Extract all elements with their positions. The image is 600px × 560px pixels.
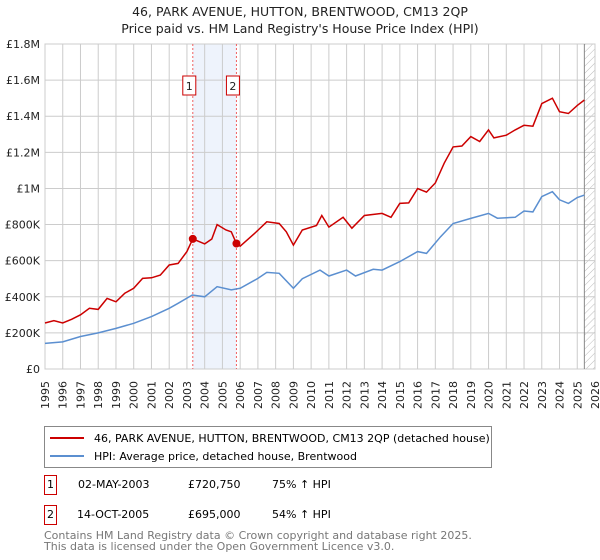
chart-subtitle: Price paid vs. HM Land Registry's House …	[121, 21, 479, 36]
forecast-hatch	[584, 44, 595, 369]
legend: 46, PARK AVENUE, HUTTON, BRENTWOOD, CM13…	[44, 426, 492, 468]
x-tick-label: 1996	[57, 381, 70, 409]
x-tick-label: 2021	[500, 381, 513, 409]
x-tick-label: 2018	[447, 381, 460, 409]
x-tick-label: 2025	[571, 381, 584, 409]
x-tick-label: 2026	[589, 381, 600, 409]
transaction-date: 14-OCT-2005	[77, 508, 150, 521]
x-tick-label: 2001	[145, 381, 158, 409]
transaction-hpi: 75% ↑ HPI	[272, 478, 331, 491]
y-tick-label: £1.4M	[6, 110, 40, 123]
legend-label: 46, PARK AVENUE, HUTTON, BRENTWOOD, CM13…	[94, 431, 490, 445]
y-tick-label: £600K	[5, 255, 41, 268]
x-tick-label: 2007	[252, 381, 265, 409]
x-tick-label: 2009	[287, 381, 300, 409]
x-tick-label: 2006	[234, 381, 247, 409]
sale-point	[232, 239, 241, 248]
sale-point	[188, 234, 197, 243]
y-tick-label: £0	[26, 363, 40, 376]
x-tick-label: 2012	[341, 381, 354, 409]
x-tick-label: 2005	[216, 381, 229, 409]
y-tick-label: £1.6M	[6, 74, 40, 87]
property-price-line	[44, 97, 585, 324]
x-tick-label: 2000	[128, 381, 141, 409]
y-tick-label: £1M	[17, 182, 41, 195]
x-tick-label: 2024	[554, 381, 567, 409]
x-tick-label: 1995	[39, 381, 52, 409]
transaction-badge: 1	[44, 475, 57, 495]
sale-label-box	[225, 75, 240, 96]
footer-licence: This data is licensed under the Open Gov…	[44, 540, 395, 553]
y-tick-label: £1.8M	[6, 38, 40, 51]
sale-label: 2	[229, 80, 236, 93]
transaction-hpi: 54% ↑ HPI	[272, 508, 331, 521]
x-tick-label: 1997	[74, 381, 87, 409]
legend-item-hpi: HPI: Average price, detached house, Bren…	[45, 448, 357, 464]
x-tick-label: 2014	[376, 381, 389, 409]
x-tick-label: 2017	[429, 381, 442, 409]
footer: Contains HM Land Registry data © Crown c…	[44, 530, 472, 552]
legend-swatch-blue	[50, 455, 84, 457]
y-tick-label: £200K	[5, 327, 41, 340]
x-tick-label: 2015	[394, 381, 407, 409]
x-tick-label: 2022	[518, 381, 531, 409]
y-tick-label: £1.2M	[6, 146, 40, 159]
footer-copyright: Contains HM Land Registry data © Crown c…	[44, 529, 472, 542]
x-tick-label: 2008	[270, 381, 283, 409]
legend-swatch-red	[50, 437, 84, 439]
x-tick-label: 2019	[465, 381, 478, 409]
x-tick-label: 1999	[110, 381, 123, 409]
x-tick-label: 1998	[92, 381, 105, 409]
legend-label: HPI: Average price, detached house, Bren…	[94, 449, 357, 463]
x-tick-label: 2002	[163, 381, 176, 409]
transaction-date: 02-MAY-2003	[78, 478, 150, 491]
legend-item-property: 46, PARK AVENUE, HUTTON, BRENTWOOD, CM13…	[45, 430, 490, 446]
x-tick-label: 2011	[323, 381, 336, 409]
transaction-price: £695,000	[188, 508, 241, 521]
transaction-badge: 2	[44, 505, 57, 525]
x-tick-label: 2013	[358, 381, 371, 409]
chart-title: 46, PARK AVENUE, HUTTON, BRENTWOOD, CM13…	[132, 4, 468, 19]
x-tick-label: 2023	[536, 381, 549, 409]
x-tick-label: 2004	[199, 381, 212, 409]
y-tick-label: £800K	[5, 219, 41, 232]
price-chart: 1995 1996 1997 1998 1999 2000 2001 2002 2003 2004…	[5, 38, 600, 409]
sale-label: 1	[186, 80, 193, 93]
transaction-price: £720,750	[188, 478, 241, 491]
x-tick-label: 2003	[181, 381, 194, 409]
transaction-row: 1 02-MAY-2003 £720,750 75% ↑ HPI	[44, 475, 544, 495]
hpi-line	[44, 190, 585, 345]
sale-period-shading	[192, 44, 237, 369]
x-tick-label: 2016	[412, 381, 425, 409]
sale-label-box	[182, 75, 197, 96]
x-tick-label: 2010	[305, 381, 318, 409]
y-tick-label: £400K	[5, 291, 41, 304]
plot-border	[44, 43, 596, 370]
x-tick-label: 2020	[483, 381, 496, 409]
transaction-row: 2 14-OCT-2005 £695,000 54% ↑ HPI	[44, 505, 544, 525]
